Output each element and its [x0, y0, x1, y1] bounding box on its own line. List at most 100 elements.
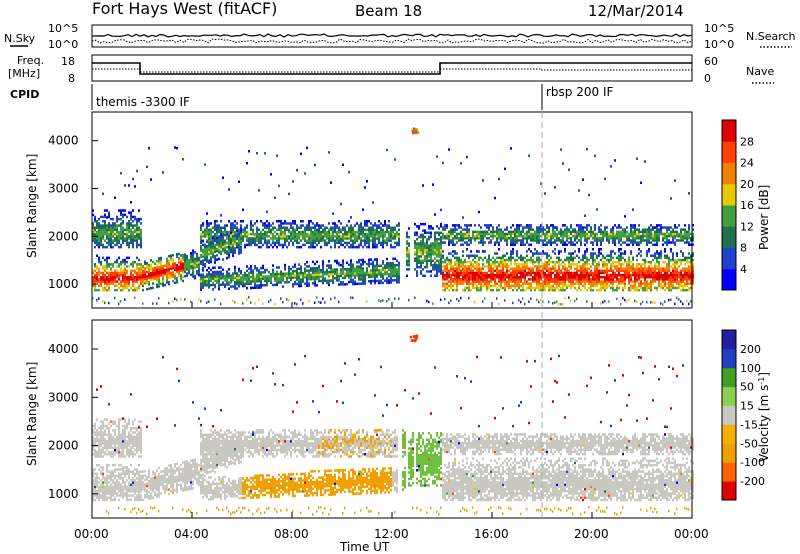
power-cell [604, 226, 606, 229]
power-cell [374, 230, 376, 234]
power-cell [142, 276, 144, 279]
power-cell [600, 224, 602, 227]
power-cell [522, 226, 524, 229]
power-cell [238, 243, 240, 247]
power-cell [548, 278, 550, 281]
power-cell [626, 271, 628, 275]
power-cell [564, 258, 566, 262]
power-cell [542, 284, 544, 288]
power-cell [526, 258, 528, 262]
power-cell [120, 211, 122, 214]
power-cell [238, 247, 240, 251]
power-cell [176, 270, 178, 273]
power-cell [370, 282, 372, 285]
power-cell [586, 288, 588, 292]
power-cell [274, 226, 276, 229]
power-cell [572, 258, 574, 262]
power-cell [232, 224, 234, 227]
power-cell [598, 230, 600, 234]
power-cell [214, 248, 216, 251]
power-cell [282, 245, 284, 249]
power-cell [502, 234, 504, 238]
power-cell [114, 288, 116, 292]
power-cell [302, 276, 304, 279]
power-cell [244, 245, 246, 249]
power-cell [458, 299, 460, 303]
power-cell [616, 265, 618, 268]
power-cell [606, 254, 608, 257]
power-cell [574, 282, 576, 285]
power-cell [576, 269, 578, 272]
power-cell [546, 237, 548, 240]
power-cell [134, 260, 136, 264]
power-cell [222, 274, 224, 278]
power-cell [396, 224, 398, 227]
power-cell [98, 228, 100, 232]
power-cell [618, 230, 620, 234]
power-cell [512, 276, 514, 279]
power-cell [324, 235, 326, 238]
power-cell [582, 273, 584, 277]
power-cell [614, 243, 616, 246]
power-cell [296, 276, 298, 279]
power-cell [316, 273, 318, 276]
power-cell [138, 235, 140, 238]
power-cell [290, 276, 292, 279]
power-cell [290, 230, 292, 234]
power-cell [466, 282, 468, 285]
power-cell [444, 276, 446, 279]
power-cell [216, 241, 218, 244]
power-cell [442, 282, 444, 285]
power-cell [230, 276, 232, 280]
power-cell [492, 271, 494, 275]
power-cell [338, 235, 340, 238]
power-cell [406, 255, 408, 258]
power-cell [446, 232, 448, 236]
power-cell [148, 283, 150, 286]
power-cell [280, 235, 282, 238]
power-cell [358, 269, 360, 273]
power-cell [542, 265, 544, 268]
power-cell [252, 269, 254, 272]
power-cell [536, 226, 538, 229]
power-cell [436, 253, 438, 256]
power-cell [380, 243, 382, 247]
power-cell [444, 228, 446, 231]
power-cell [282, 232, 284, 236]
power-cell [390, 279, 392, 282]
power-cell [448, 252, 450, 255]
power-cell [318, 275, 320, 278]
power-cell [580, 269, 582, 272]
nave-label: Nave [746, 65, 774, 78]
power-cell [202, 261, 204, 265]
power-cell [520, 239, 522, 242]
power-cell [126, 235, 128, 238]
power-cell [558, 269, 560, 272]
power-cell [340, 274, 342, 278]
power-cell [314, 163, 316, 167]
power-cell [456, 271, 458, 275]
power-cell [438, 238, 440, 241]
power-cell [94, 228, 96, 232]
power-cell [272, 272, 274, 276]
power-cell [578, 250, 580, 253]
power-cell [368, 220, 370, 223]
power-cell [630, 267, 632, 270]
power-cell [202, 224, 204, 227]
power-cell [134, 217, 136, 221]
power-cell [116, 269, 118, 272]
power-cell [536, 280, 538, 283]
power-cell [606, 267, 608, 270]
power-cell [590, 226, 592, 229]
power-cell [104, 269, 106, 272]
power-cell [322, 297, 324, 300]
power-cell [256, 286, 258, 289]
power-cell [580, 280, 582, 283]
power-cell [366, 300, 368, 303]
power-cell [568, 237, 570, 240]
power-cell [644, 280, 646, 283]
power-cell [548, 260, 550, 264]
power-cell [622, 269, 624, 272]
power-cell [568, 263, 570, 266]
power-cell [222, 232, 224, 236]
